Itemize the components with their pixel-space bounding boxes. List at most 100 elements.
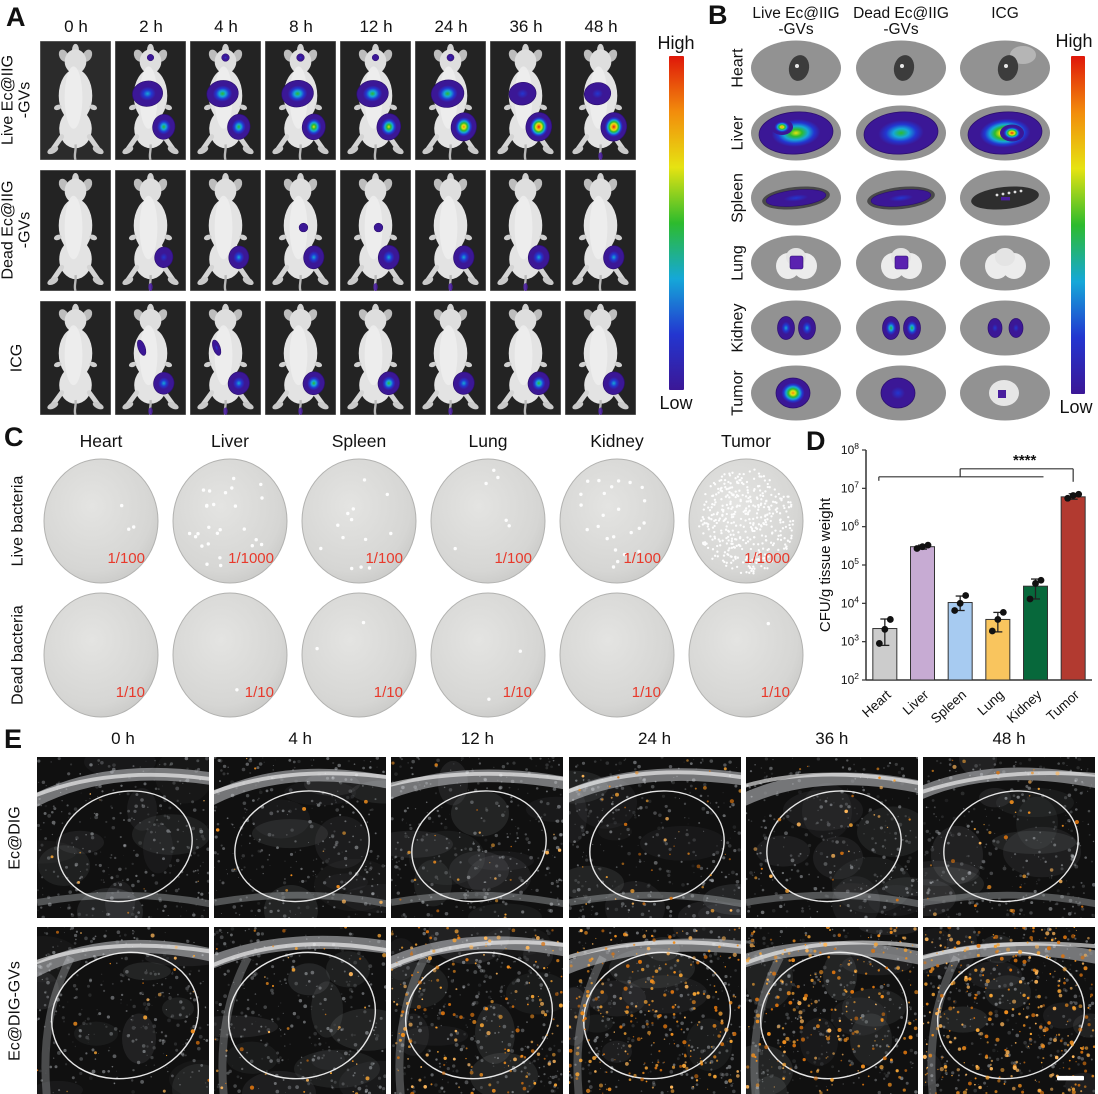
ultrasound-image: [746, 927, 918, 1094]
ultrasound-image: [214, 757, 386, 918]
panel-e-time-0: 0 h: [111, 729, 135, 748]
panel-c-organ-header-4: Kidney: [590, 431, 644, 451]
organ-fluorescence-image-spleen: [957, 168, 1053, 228]
bar-spleen: [947, 602, 973, 681]
panel-c-organ-header-2: Spleen: [331, 431, 387, 451]
panel-a-time-5: 24 h: [434, 17, 468, 36]
panel-c-row-label-dead: Dead bacteria: [9, 605, 27, 705]
dilution-label: 1/100: [107, 550, 145, 567]
data-point: [962, 592, 970, 599]
y-tick-label: 102: [841, 671, 859, 687]
panel-c-row-label-live: Live bacteria: [9, 475, 27, 567]
agar-plate-image: 1/100: [428, 457, 548, 585]
data-point: [1075, 490, 1083, 498]
organ-fluorescence-image-kidney: [748, 298, 844, 358]
significance-stars: ****: [1013, 452, 1037, 469]
panel-b-row-label-liver: Liver: [729, 115, 747, 151]
bar-kidney: [1023, 585, 1048, 681]
organ-fluorescence-image-tumor: [748, 363, 844, 423]
panel-a-time-6: 36 h: [509, 17, 543, 36]
data-point: [1064, 494, 1072, 502]
ultrasound-image: [569, 927, 741, 1094]
panel-b-row-label-heart: Heart: [729, 48, 747, 88]
mouse-fluorescence-image: [190, 170, 261, 291]
panel-e-row-label-ecdig: Ec@DIG: [6, 806, 24, 870]
x-tick-label-tumor: Tumor: [1044, 687, 1083, 724]
mouse-fluorescence-image: [565, 301, 636, 415]
organ-fluorescence-image-lung: [853, 233, 949, 293]
agar-plate-image: 1/10: [170, 591, 290, 719]
data-point: [1037, 576, 1045, 584]
dilution-label: 1/10: [761, 684, 790, 701]
ultrasound-image: [37, 927, 209, 1094]
y-tick-label: 107: [841, 479, 859, 495]
panel-b-label: B: [708, 0, 728, 30]
mouse-fluorescence-image: [490, 301, 561, 415]
mouse-fluorescence-image: [40, 301, 111, 415]
ultrasound-image: [746, 757, 918, 918]
x-tick-label-lung: Lung: [974, 687, 1006, 718]
ultrasound-image: [37, 757, 209, 918]
mouse-fluorescence-image: [565, 170, 636, 291]
mouse-fluorescence-image: [490, 41, 561, 160]
panel-a-row-label-live: Live Ec@IIG -GVs: [0, 54, 34, 146]
mouse-fluorescence-image: [340, 170, 411, 291]
data-point: [956, 599, 964, 607]
scale-bar: [1057, 1075, 1084, 1081]
agar-plate-image: 1/100: [299, 457, 419, 585]
panel-e-time-4: 36 h: [815, 729, 849, 748]
y-tick-label: 105: [841, 556, 859, 572]
data-point: [999, 609, 1007, 616]
organ-fluorescence-image-spleen: [853, 168, 949, 228]
organ-fluorescence-image-lung: [748, 233, 844, 293]
x-tick-label-spleen: Spleen: [928, 687, 969, 726]
agar-plate-image: 1/100: [557, 457, 677, 585]
dilution-label: 1/10: [632, 684, 661, 701]
panel-a-time-1: 2 h: [139, 17, 163, 36]
panel-a-time-0: 0 h: [64, 17, 88, 36]
data-point: [988, 627, 996, 635]
panel-a-colorbar: [669, 56, 684, 390]
panel-b-colorbar-high: High: [1055, 31, 1093, 51]
panel-a-colorbar-low: Low: [659, 393, 693, 413]
data-point: [1026, 595, 1034, 603]
dilution-label: 1/100: [623, 550, 661, 567]
panel-a-time-4: 12 h: [359, 17, 393, 36]
panel-a-colorbar-high: High: [657, 33, 695, 53]
dilution-label: 1/1000: [744, 550, 790, 567]
ultrasound-image: [391, 927, 563, 1094]
panel-a-row-label-icg: ICG: [8, 343, 26, 373]
organ-fluorescence-image-liver: [957, 103, 1053, 163]
ultrasound-image: [569, 757, 741, 918]
panel-a-time-7: 48 h: [584, 17, 618, 36]
panel-e-time-5: 48 h: [992, 729, 1026, 748]
bar-liver: [910, 546, 935, 681]
panel-e-time-3: 24 h: [638, 729, 672, 748]
agar-plate-image: 1/10: [299, 591, 419, 719]
panel-b-col-header-1: Dead Ec@IIG -GVs: [853, 5, 949, 39]
agar-plate-image: 1/10: [686, 591, 806, 719]
organ-fluorescence-image-heart: [853, 38, 949, 98]
mouse-fluorescence-image: [415, 301, 486, 415]
agar-plate-image: 1/10: [557, 591, 677, 719]
dilution-label: 1/100: [365, 550, 403, 567]
agar-plate-image: 1/100: [41, 457, 161, 585]
data-point: [886, 616, 894, 623]
organ-fluorescence-image-heart: [957, 38, 1053, 98]
panel-c-organ-header-5: Tumor: [721, 431, 771, 451]
data-point: [994, 616, 1002, 623]
y-tick-label: 106: [841, 518, 859, 534]
x-tick-label-heart: Heart: [859, 687, 894, 720]
mouse-fluorescence-image: [40, 170, 111, 291]
panel-b-colorbar-low: Low: [1059, 397, 1093, 417]
dilution-label: 1/100: [494, 550, 532, 567]
panel-e-time-1: 4 h: [288, 729, 312, 748]
panel-a-row-label-dead: Dead Ec@IIG -GVs: [0, 180, 34, 280]
panel-d-bar-chart: 102 103 104 105 106 107 108 Heart Liver Spleen Lun…: [824, 434, 1098, 730]
panel-a-time-2: 4 h: [214, 17, 238, 36]
dilution-label: 1/10: [245, 684, 274, 701]
organ-fluorescence-image-lung: [957, 233, 1053, 293]
panel-b-row-label-lung: Lung: [729, 245, 747, 281]
agar-plate-image: 1/10: [41, 591, 161, 719]
